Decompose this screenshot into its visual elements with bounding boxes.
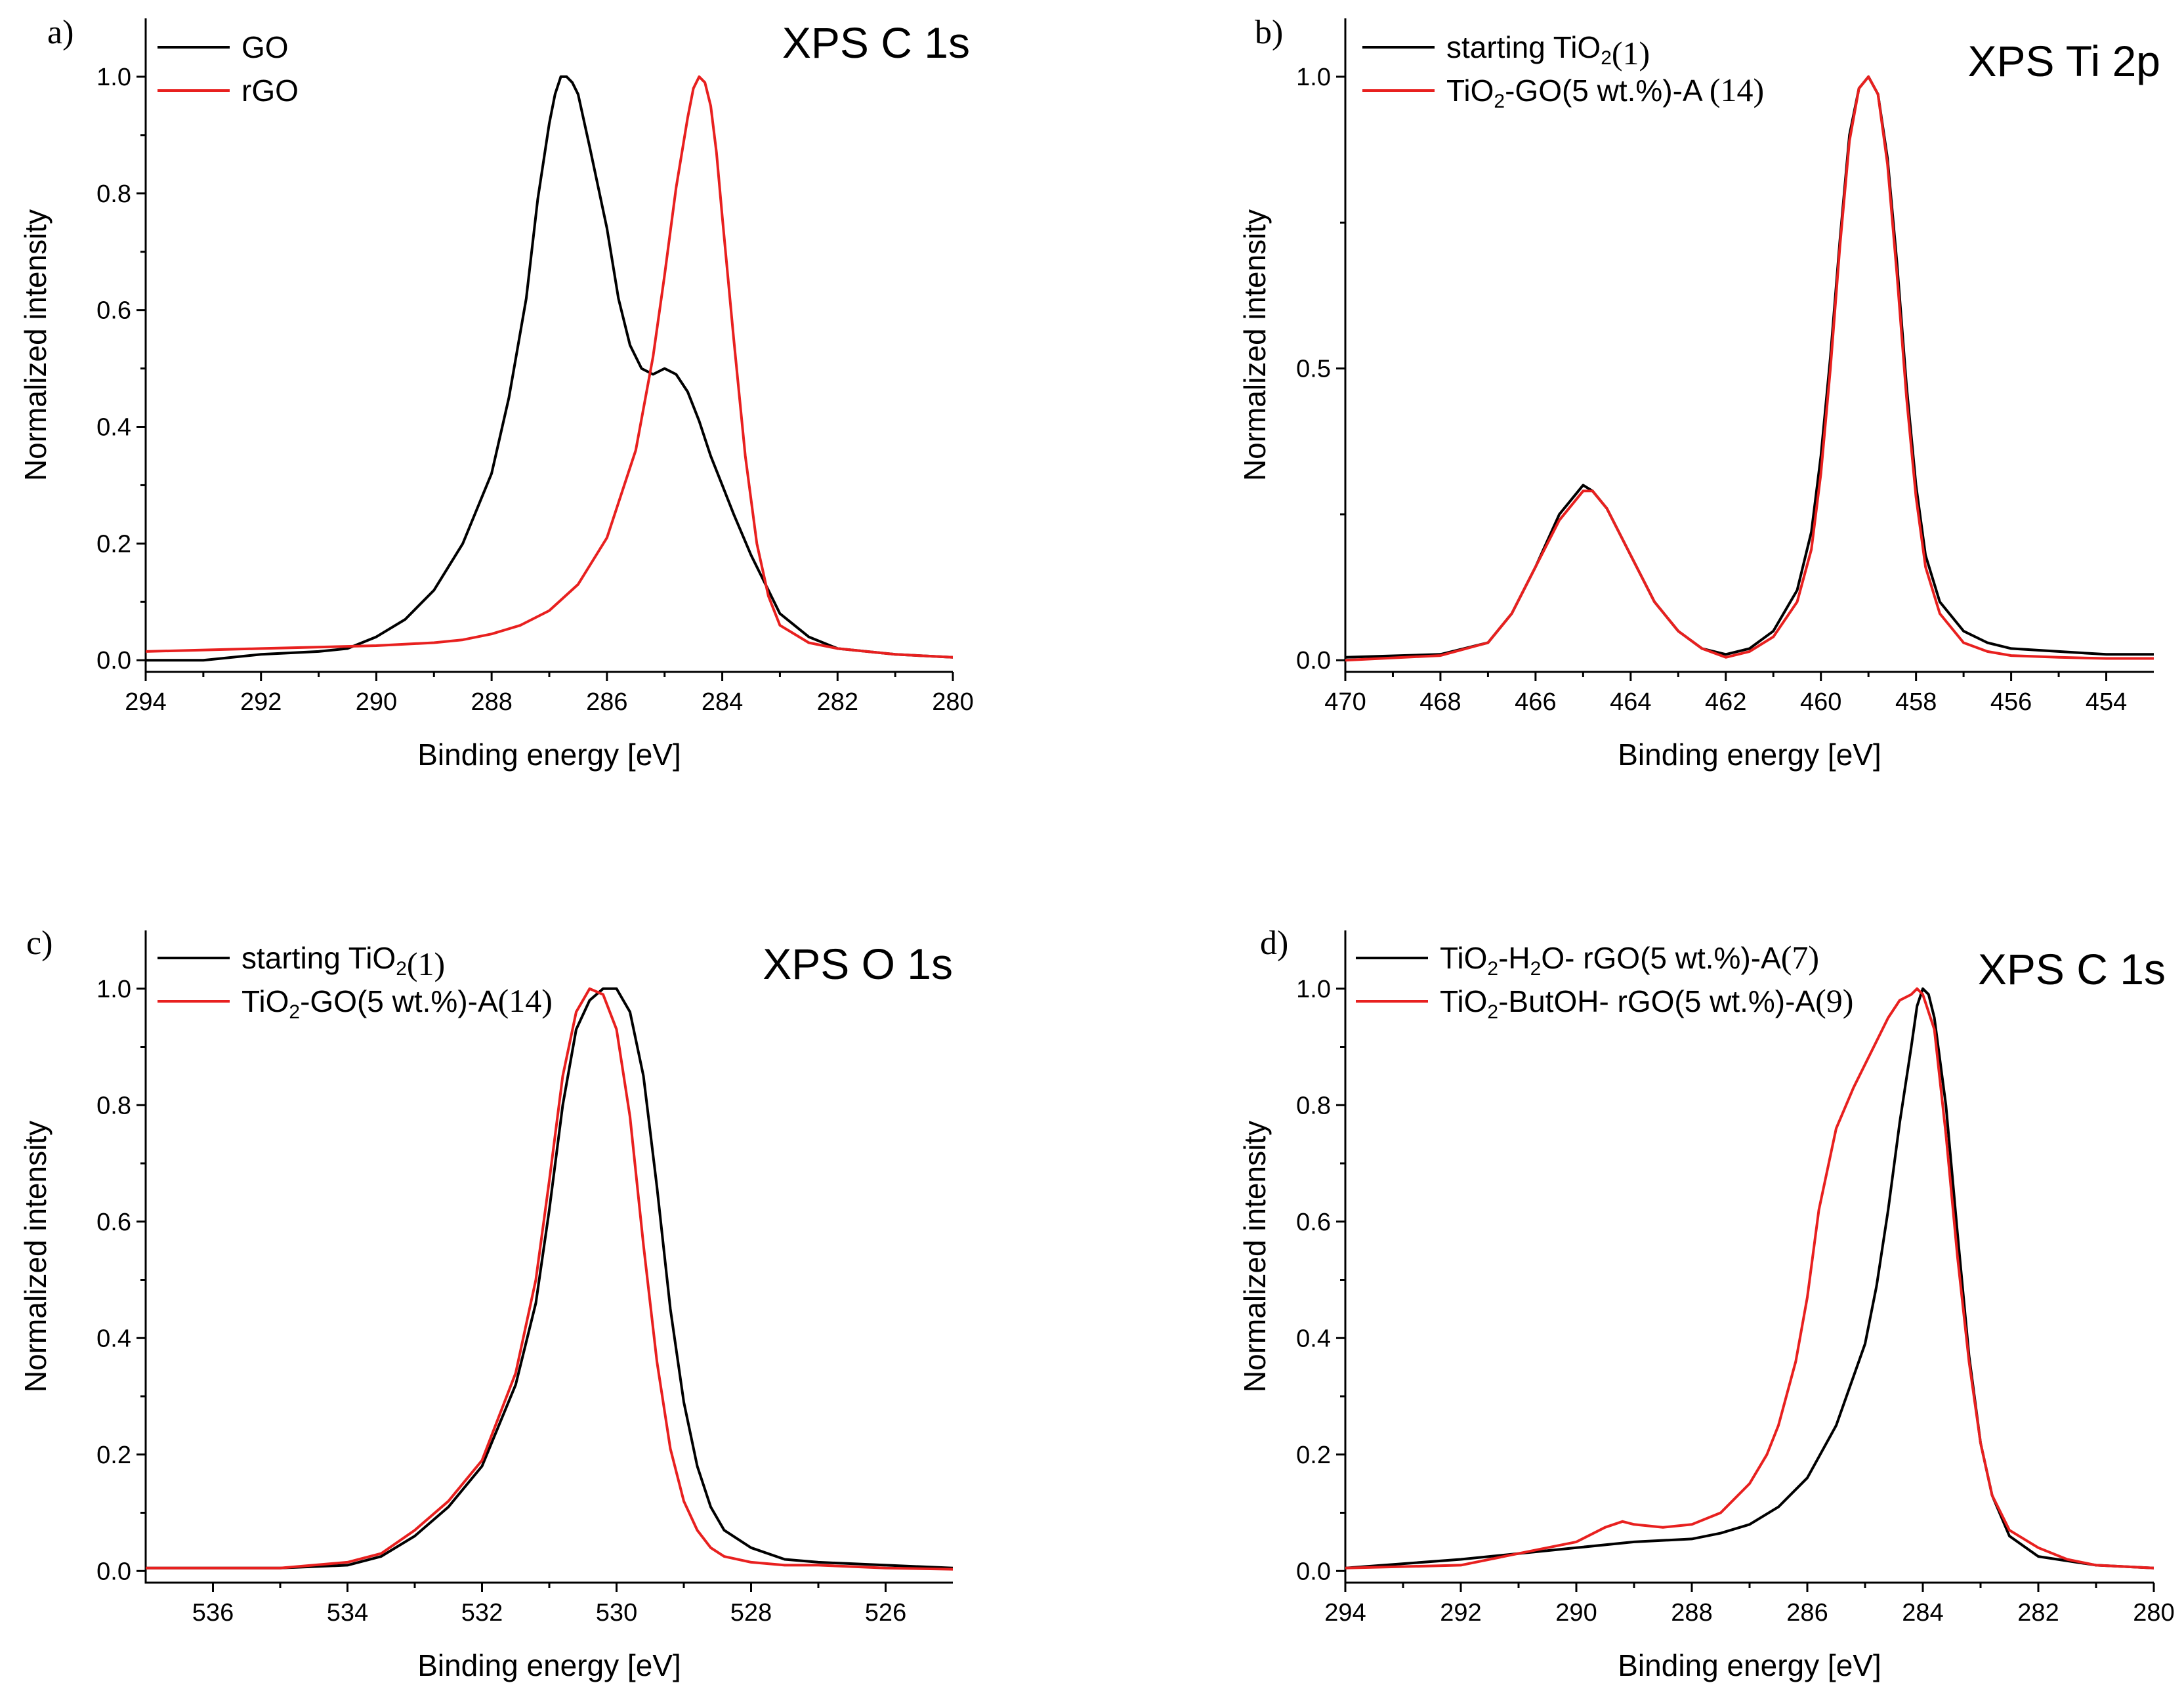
y-tick-label: 0.8: [96, 1092, 131, 1119]
y-tick-label: 0.2: [96, 1442, 131, 1469]
x-tick-label: 456: [1990, 688, 2032, 716]
panel-label: b): [1255, 14, 1283, 51]
x-tick-label: 534: [327, 1599, 368, 1627]
y-tick-label: 0.6: [96, 1209, 131, 1236]
axes-frame: [144, 930, 953, 1584]
y-tick-label: 0.4: [1296, 1325, 1331, 1352]
y-axis-title: Normalized intensity: [1238, 209, 1272, 481]
x-tick-label: 290: [356, 688, 397, 716]
x-tick-label: 282: [2017, 1599, 2059, 1627]
y-tick-label: 0.0: [96, 1558, 131, 1585]
y-tick-label: 0.6: [96, 297, 131, 325]
chart-title: XPS C 1s: [782, 18, 970, 67]
y-tick-label: 0.4: [96, 414, 131, 442]
y-tick-label: 0.6: [1296, 1209, 1331, 1236]
x-tick-label: 530: [596, 1599, 637, 1627]
x-tick-label: 532: [461, 1599, 503, 1627]
chart-title: XPS O 1s: [763, 940, 953, 988]
series-line-2: [146, 987, 953, 1571]
x-tick-label: 454: [2086, 688, 2127, 716]
x-tick-label: 282: [817, 688, 858, 716]
series-line-1: [146, 987, 953, 1570]
y-axis-title: Normalized intensity: [18, 1121, 52, 1392]
y-tick-label: 0.8: [96, 180, 131, 208]
y-tick-label: 0.5: [1296, 356, 1331, 383]
y-tick-label: 1.0: [96, 64, 131, 91]
x-tick-label: 536: [192, 1599, 234, 1627]
y-tick-label: 0.2: [1296, 1442, 1331, 1469]
x-tick-label: 290: [1555, 1599, 1597, 1627]
x-tick-label: 286: [586, 688, 627, 716]
x-tick-label: 286: [1786, 1599, 1828, 1627]
x-tick-label: 284: [702, 688, 743, 716]
panel-b: 0.0 0.5 1.0 470 468 466 464 462 460 458 456 454 Bind…: [1238, 14, 2160, 772]
x-axis-title: Binding energy [eV]: [1618, 738, 1881, 772]
x-tick-label: 292: [1440, 1599, 1481, 1627]
legend-label: TiO2-GO(5 wt.%)-A (14): [1446, 72, 1764, 112]
x-tick-label: 284: [1902, 1599, 1943, 1627]
panel-a: 0.0 0.2 0.4 0.6 0.8 1.0 294 292 290 288 286 284 282 2…: [18, 14, 974, 772]
x-tick-label: 280: [2133, 1599, 2174, 1627]
x-tick-label: 464: [1610, 688, 1651, 716]
x-tick-label: 292: [240, 688, 282, 716]
series-line-1: [1345, 75, 2154, 659]
legend-label: rGO: [242, 73, 299, 108]
chart-title: XPS Ti 2p: [1968, 37, 2161, 85]
x-tick-label: 294: [125, 688, 166, 716]
x-tick-label: 468: [1419, 688, 1461, 716]
x-tick-label: 528: [730, 1599, 772, 1627]
x-tick-label: 458: [1895, 688, 1937, 716]
x-tick-label: 462: [1705, 688, 1746, 716]
series-line-2: [146, 75, 953, 659]
legend-label: starting TiO2(1): [1446, 30, 1650, 72]
x-tick-label: 526: [865, 1599, 906, 1627]
panel-label: a): [47, 14, 74, 51]
x-tick-label: 288: [1671, 1599, 1712, 1627]
x-tick-label: 460: [1800, 688, 1841, 716]
legend-label: TiO2-GO(5 wt.%)-A(14): [242, 982, 553, 1023]
series-line-1: [146, 75, 953, 662]
x-tick-label: 294: [1324, 1599, 1366, 1627]
x-tick-label: 466: [1515, 688, 1556, 716]
x-tick-label: 280: [932, 688, 973, 716]
y-tick-label: 1.0: [1296, 64, 1331, 91]
panel-d: 0.0 0.2 0.4 0.6 0.8 1.0 294 292 290 288 286 284 282 2…: [1238, 925, 2175, 1682]
series-line-2: [1345, 987, 2154, 1570]
legend-label: GO: [242, 30, 289, 64]
y-tick-label: 0.0: [1296, 1558, 1331, 1585]
x-axis-title: Binding energy [eV]: [417, 1648, 681, 1682]
panel-label: c): [26, 925, 52, 962]
legend-label: TiO2-ButOH- rGO(5 wt.%)-A(9): [1440, 982, 1853, 1023]
y-axis-title: Normalized intensity: [1238, 1121, 1272, 1392]
chart-title: XPS C 1s: [1978, 945, 2166, 993]
x-axis-title: Binding energy [eV]: [417, 738, 681, 772]
axes-frame: [1344, 18, 2154, 673]
y-tick-label: 0.8: [1296, 1092, 1331, 1119]
y-tick-label: 0.0: [1296, 647, 1331, 675]
panel-c: 0.0 0.2 0.4 0.6 0.8 1.0 536 534 532 530 528 526 Bind…: [18, 925, 953, 1682]
y-axis-title: Normalized intensity: [18, 209, 52, 481]
panel-label: d): [1260, 925, 1288, 962]
x-axis-title: Binding energy [eV]: [1618, 1648, 1881, 1682]
legend-label: TiO2-H2O- rGO(5 wt.%)-A(7): [1440, 939, 1819, 980]
x-tick-label: 288: [471, 688, 512, 716]
y-tick-label: 0.0: [96, 647, 131, 675]
y-tick-label: 0.4: [96, 1325, 131, 1352]
axes-frame: [144, 18, 953, 673]
y-tick-label: 0.2: [96, 530, 131, 558]
series-line-2: [1345, 75, 2154, 662]
x-tick-label: 470: [1324, 688, 1366, 716]
y-tick-label: 1.0: [1296, 976, 1331, 1003]
y-tick-label: 1.0: [96, 976, 131, 1003]
legend-label: starting TiO2(1): [242, 941, 445, 982]
